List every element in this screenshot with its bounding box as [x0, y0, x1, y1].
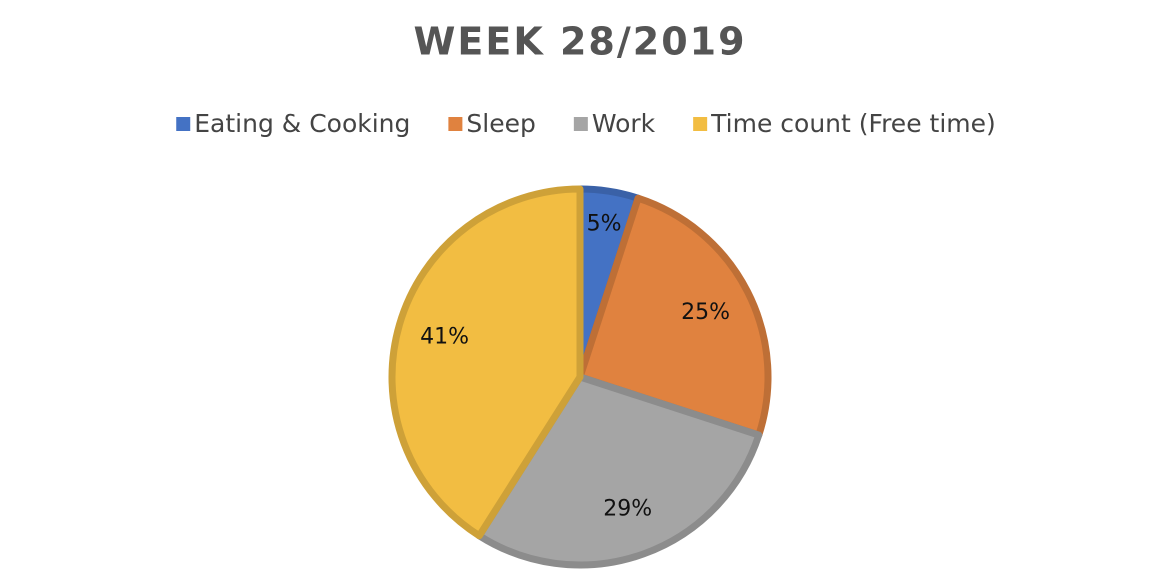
pie-slice: [475, 373, 763, 569]
pie-slice: [388, 185, 584, 540]
legend-label: Eating & Cooking: [194, 109, 410, 138]
legend-swatch: [176, 117, 191, 131]
pie-slice: [576, 194, 772, 439]
legend-swatch: [693, 117, 708, 131]
legend-label: Work: [592, 109, 656, 138]
pie: [388, 185, 772, 569]
legend-swatch: [573, 117, 588, 131]
chart-title: WEEK 28/2019: [413, 20, 746, 64]
legend-swatch: [448, 117, 463, 131]
value-label: 41%: [420, 325, 469, 350]
value-labels: 5% 25% 29% 41%: [420, 212, 730, 522]
value-label: 25%: [681, 300, 730, 325]
legend-label: Sleep: [466, 109, 535, 138]
legend: Eating & Cooking Sleep Work Time count (Fre…: [176, 109, 996, 138]
value-label: 5%: [587, 212, 622, 237]
legend-label: Time count (Free time): [710, 109, 996, 138]
value-label: 29%: [603, 497, 652, 522]
